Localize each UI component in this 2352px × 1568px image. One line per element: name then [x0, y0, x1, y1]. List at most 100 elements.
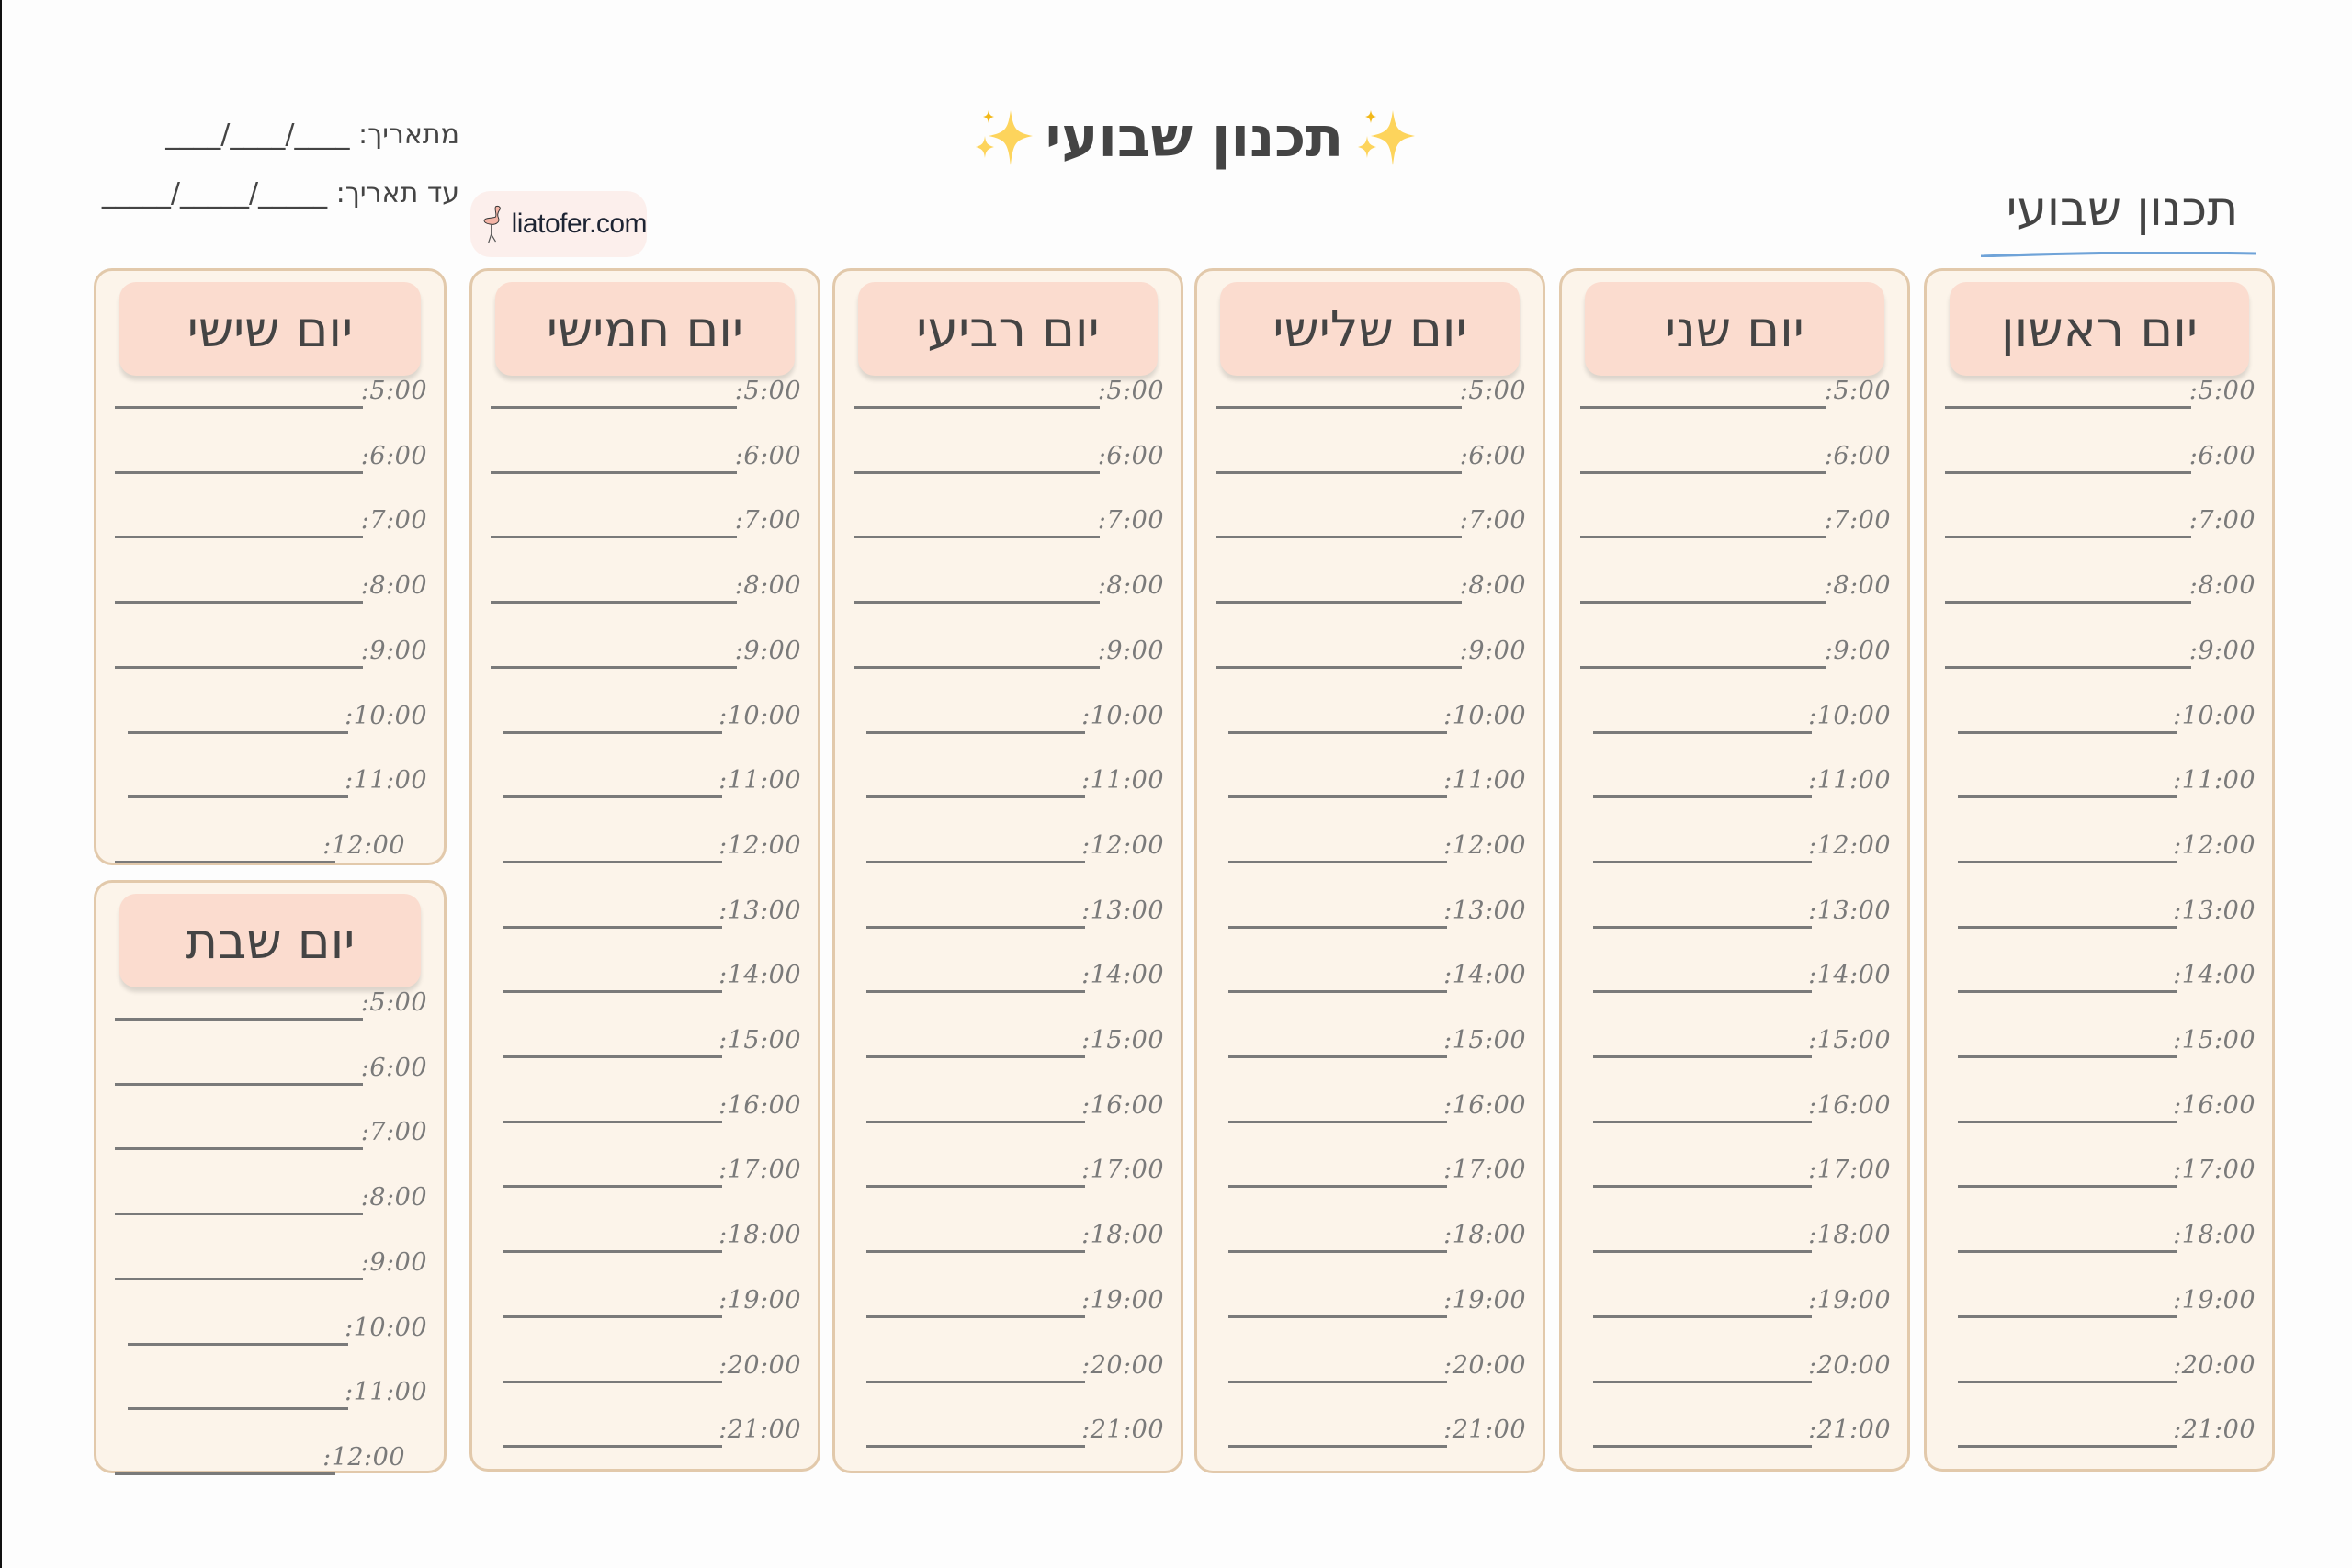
write-line[interactable] — [854, 601, 1100, 604]
write-line[interactable] — [503, 1380, 722, 1383]
write-line[interactable] — [128, 1407, 348, 1411]
time-slot[interactable]: :21:00 — [1580, 1413, 1891, 1450]
write-line[interactable] — [1958, 925, 2177, 929]
write-line[interactable] — [1593, 1314, 1812, 1318]
write-line[interactable] — [1593, 1380, 1812, 1383]
time-slot[interactable]: :15:00 — [491, 1023, 801, 1060]
write-line[interactable] — [1216, 470, 1462, 474]
write-line[interactable] — [115, 1147, 363, 1151]
time-slot[interactable]: :17:00 — [1580, 1153, 1891, 1190]
write-line[interactable] — [115, 1472, 335, 1475]
time-slot[interactable]: :7:00 — [1945, 503, 2256, 540]
time-slot[interactable]: :5:00 — [115, 374, 427, 411]
time-slot[interactable]: :6:00 — [491, 439, 801, 476]
time-slot[interactable]: :8:00 — [115, 1180, 427, 1217]
time-slot[interactable]: :7:00 — [1216, 503, 1526, 540]
write-line[interactable] — [1228, 1445, 1447, 1449]
write-line[interactable] — [866, 1185, 1085, 1189]
write-line[interactable] — [1593, 730, 1812, 734]
write-line[interactable] — [1593, 1055, 1812, 1058]
time-slot[interactable]: :9:00 — [1580, 634, 1891, 671]
time-slot[interactable]: :18:00 — [1216, 1218, 1526, 1255]
time-slot[interactable]: :18:00 — [1580, 1218, 1891, 1255]
write-line[interactable] — [503, 1250, 722, 1254]
write-line[interactable] — [115, 1082, 363, 1086]
time-slot[interactable]: :13:00 — [491, 894, 801, 931]
time-slot[interactable]: :15:00 — [854, 1023, 1164, 1060]
time-slot[interactable]: :11:00 — [1580, 763, 1891, 800]
time-slot[interactable]: :20:00 — [1216, 1348, 1526, 1385]
time-slot[interactable]: :12:00 — [491, 829, 801, 865]
write-line[interactable] — [866, 860, 1085, 863]
write-line[interactable] — [1228, 1250, 1447, 1254]
write-line[interactable] — [854, 406, 1100, 409]
time-slot[interactable]: :10:00 — [115, 1311, 427, 1348]
time-slot[interactable]: :14:00 — [491, 958, 801, 995]
time-slot[interactable]: :17:00 — [1216, 1153, 1526, 1190]
write-line[interactable] — [1228, 925, 1447, 929]
write-line[interactable] — [1593, 1445, 1812, 1449]
write-line[interactable] — [503, 1120, 722, 1123]
write-line[interactable] — [1228, 795, 1447, 799]
time-slot[interactable]: :12:00 — [115, 1440, 427, 1477]
write-line[interactable] — [503, 1185, 722, 1189]
write-line[interactable] — [854, 665, 1100, 669]
write-line[interactable] — [866, 730, 1085, 734]
write-line[interactable] — [503, 1314, 722, 1318]
time-slot[interactable]: :15:00 — [1945, 1023, 2256, 1060]
write-line[interactable] — [1945, 406, 2191, 409]
write-line[interactable] — [866, 1445, 1085, 1449]
time-slot[interactable]: :8:00 — [491, 569, 801, 605]
time-slot[interactable]: :11:00 — [491, 763, 801, 800]
write-line[interactable] — [1228, 990, 1447, 994]
time-slot[interactable]: :10:00 — [115, 699, 427, 736]
write-line[interactable] — [1228, 730, 1447, 734]
time-slot[interactable]: :20:00 — [1580, 1348, 1891, 1385]
write-line[interactable] — [866, 1380, 1085, 1383]
time-slot[interactable]: :10:00 — [491, 699, 801, 736]
write-line[interactable] — [1228, 1185, 1447, 1189]
write-line[interactable] — [115, 470, 363, 474]
time-slot[interactable]: :17:00 — [491, 1153, 801, 1190]
time-slot[interactable]: :20:00 — [491, 1348, 801, 1385]
time-slot[interactable]: :9:00 — [115, 634, 427, 671]
write-line[interactable] — [866, 925, 1085, 929]
time-slot[interactable]: :14:00 — [1580, 958, 1891, 995]
time-slot[interactable]: :8:00 — [854, 569, 1164, 605]
time-slot[interactable]: :11:00 — [1945, 763, 2256, 800]
time-slot[interactable]: :16:00 — [1945, 1089, 2256, 1125]
time-slot[interactable]: :11:00 — [115, 1375, 427, 1412]
write-line[interactable] — [491, 470, 737, 474]
time-slot[interactable]: :6:00 — [854, 439, 1164, 476]
write-line[interactable] — [854, 536, 1100, 539]
time-slot[interactable]: :5:00 — [1580, 374, 1891, 411]
write-line[interactable] — [1216, 601, 1462, 604]
time-slot[interactable]: :19:00 — [1945, 1283, 2256, 1320]
write-line[interactable] — [1580, 665, 1826, 669]
write-line[interactable] — [1580, 601, 1826, 604]
write-line[interactable] — [491, 665, 737, 669]
write-line[interactable] — [1958, 990, 2177, 994]
time-slot[interactable]: :19:00 — [491, 1283, 801, 1320]
time-slot[interactable]: :12:00 — [1945, 829, 2256, 865]
time-slot[interactable]: :21:00 — [854, 1413, 1164, 1450]
time-slot[interactable]: :12:00 — [1216, 829, 1526, 865]
date-from-field[interactable]: מתאריך: ____/____/____ — [165, 118, 459, 151]
write-line[interactable] — [503, 730, 722, 734]
write-line[interactable] — [1945, 536, 2191, 539]
write-line[interactable] — [866, 1314, 1085, 1318]
time-slot[interactable]: :11:00 — [854, 763, 1164, 800]
time-slot[interactable]: :12:00 — [854, 829, 1164, 865]
time-slot[interactable]: :19:00 — [1580, 1283, 1891, 1320]
time-slot[interactable]: :11:00 — [115, 763, 427, 800]
time-slot[interactable]: :21:00 — [491, 1413, 801, 1450]
write-line[interactable] — [1580, 536, 1826, 539]
write-line[interactable] — [1593, 1185, 1812, 1189]
time-slot[interactable]: :14:00 — [1945, 958, 2256, 995]
time-slot[interactable]: :8:00 — [1580, 569, 1891, 605]
time-slot[interactable]: :15:00 — [1216, 1023, 1526, 1060]
time-slot[interactable]: :12:00 — [115, 829, 427, 865]
write-line[interactable] — [1958, 860, 2177, 863]
write-line[interactable] — [866, 1055, 1085, 1058]
write-line[interactable] — [1958, 1120, 2177, 1123]
